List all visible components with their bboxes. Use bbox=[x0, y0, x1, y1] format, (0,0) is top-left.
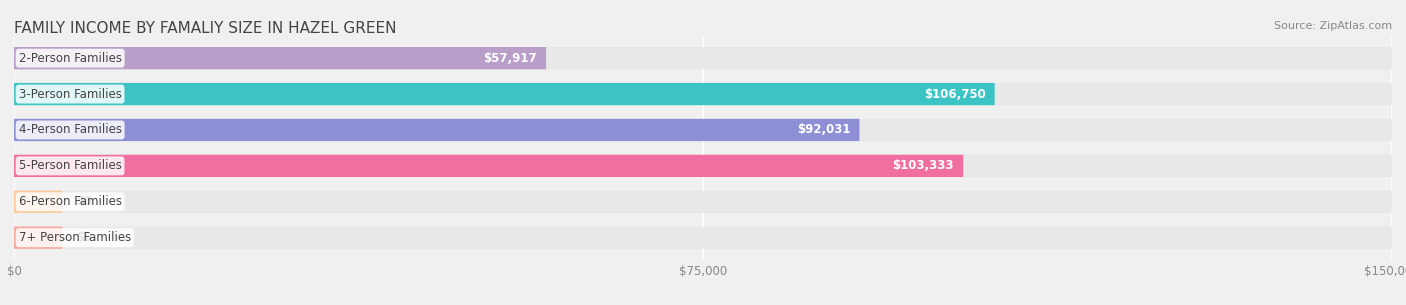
FancyBboxPatch shape bbox=[14, 191, 62, 213]
Text: 4-Person Families: 4-Person Families bbox=[18, 124, 122, 136]
Text: 6-Person Families: 6-Person Families bbox=[18, 195, 122, 208]
Text: 5-Person Families: 5-Person Families bbox=[18, 160, 121, 172]
Text: $103,333: $103,333 bbox=[893, 160, 955, 172]
FancyBboxPatch shape bbox=[14, 83, 1392, 105]
Text: 3-Person Families: 3-Person Families bbox=[18, 88, 121, 101]
Text: 7+ Person Families: 7+ Person Families bbox=[18, 231, 131, 244]
FancyBboxPatch shape bbox=[14, 47, 546, 69]
FancyBboxPatch shape bbox=[14, 227, 62, 249]
FancyBboxPatch shape bbox=[14, 191, 1392, 213]
FancyBboxPatch shape bbox=[14, 47, 1392, 69]
Text: Source: ZipAtlas.com: Source: ZipAtlas.com bbox=[1274, 21, 1392, 31]
FancyBboxPatch shape bbox=[14, 83, 994, 105]
FancyBboxPatch shape bbox=[14, 155, 1392, 177]
Text: $106,750: $106,750 bbox=[924, 88, 986, 101]
Text: $57,917: $57,917 bbox=[484, 52, 537, 65]
FancyBboxPatch shape bbox=[14, 155, 963, 177]
FancyBboxPatch shape bbox=[14, 227, 1392, 249]
Text: 2-Person Families: 2-Person Families bbox=[18, 52, 122, 65]
Text: $0: $0 bbox=[76, 195, 93, 208]
Text: $0: $0 bbox=[76, 231, 93, 244]
Text: $92,031: $92,031 bbox=[797, 124, 851, 136]
FancyBboxPatch shape bbox=[14, 119, 859, 141]
FancyBboxPatch shape bbox=[14, 119, 1392, 141]
Text: FAMILY INCOME BY FAMALIY SIZE IN HAZEL GREEN: FAMILY INCOME BY FAMALIY SIZE IN HAZEL G… bbox=[14, 21, 396, 36]
